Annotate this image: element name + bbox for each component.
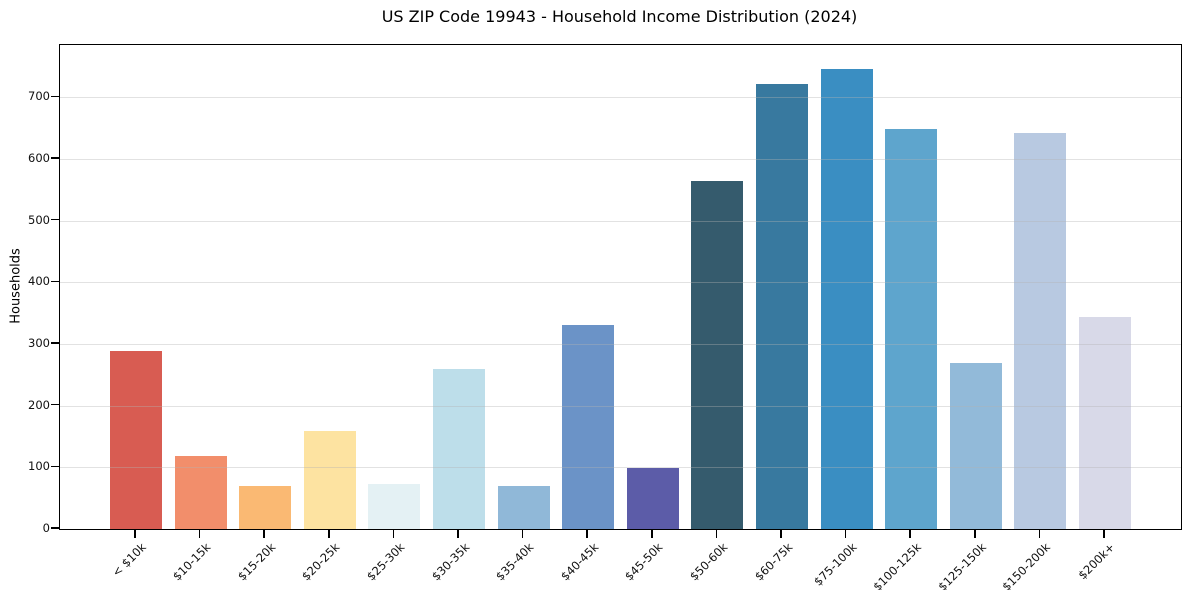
- y-tick-200: [51, 403, 59, 406]
- gridline-100: [60, 467, 1181, 469]
- bar-$40-45k: [562, 324, 615, 529]
- x-tick-$200k+: [1103, 529, 1105, 538]
- x-tick-label-$200k+: $200k+: [1075, 540, 1118, 583]
- x-tick-label-$10-15k: $10-15k: [170, 540, 214, 584]
- x-tick-$50-60k: [715, 529, 718, 538]
- x-tick-label-< $10k: < $10k: [109, 540, 149, 580]
- x-tick-$30-35k: [457, 529, 459, 538]
- x-tick-$45-50k: [651, 529, 653, 538]
- x-tick-label-$125-150k: $125-150k: [934, 540, 989, 590]
- gridline-600: [60, 159, 1181, 161]
- bar-$60-75k: [756, 84, 808, 529]
- x-tick-label-$150-200k: $150-200k: [999, 540, 1054, 590]
- y-tick-label-500: 500: [28, 212, 50, 227]
- y-tick-500: [51, 218, 59, 221]
- y-tick-400: [51, 280, 59, 283]
- x-tick-label-$25-30k: $25-30k: [363, 540, 408, 584]
- x-tick-label-$40-45k: $40-45k: [557, 540, 602, 584]
- y-tick-300: [51, 342, 59, 344]
- y-tick-100: [51, 465, 59, 468]
- bar-$30-35k: [433, 369, 485, 529]
- x-tick-$60-75k: [780, 529, 782, 538]
- bar-$200k+: [1079, 316, 1131, 529]
- x-tick-$150-200k: [1038, 529, 1041, 538]
- x-tick-$15-20k: [263, 529, 265, 538]
- bar-$25-30k: [368, 484, 421, 529]
- gridline-700: [60, 97, 1181, 99]
- x-tick-$75-100k: [844, 529, 847, 538]
- x-tick-$125-150k: [974, 529, 976, 538]
- bar-$125-150k: [949, 363, 1002, 529]
- y-tick-700: [51, 95, 59, 98]
- bar-$150-200k: [1014, 132, 1067, 529]
- bar-$10-15k: [174, 456, 227, 529]
- x-tick-label-$100-125k: $100-125k: [870, 540, 925, 590]
- y-tick-0: [51, 527, 59, 529]
- y-tick-label-100: 100: [28, 459, 50, 474]
- bar-$45-50k: [626, 467, 679, 529]
- plot-area: [59, 44, 1182, 530]
- x-tick-label-$20-25k: $20-25k: [299, 540, 343, 584]
- y-tick-label-0: 0: [42, 521, 50, 535]
- y-tick-label-700: 700: [28, 89, 50, 104]
- y-tick-600: [51, 157, 59, 159]
- x-tick-label-$50-60k: $50-60k: [686, 540, 731, 584]
- bar-< $10k: [110, 350, 162, 529]
- bar-$50-60k: [691, 180, 744, 529]
- x-tick-label-$60-75k: $60-75k: [751, 540, 795, 584]
- x-tick-label-$45-50k: $45-50k: [622, 540, 666, 584]
- bar-$75-100k: [820, 69, 873, 529]
- y-tick-label-600: 600: [28, 151, 50, 166]
- y-tick-label-300: 300: [28, 336, 50, 351]
- chart-title: US ZIP Code 19943 - Household Income Dis…: [381, 7, 858, 26]
- x-tick-$40-45k: [586, 529, 588, 538]
- bar-$35-40k: [497, 486, 550, 529]
- bar-$20-25k: [303, 430, 356, 529]
- bar-$100-125k: [885, 129, 938, 529]
- x-tick-$25-30k: [392, 529, 395, 538]
- x-tick-label-$75-100k: $75-100k: [810, 540, 860, 589]
- x-tick-label-$30-35k: $30-35k: [428, 540, 472, 584]
- x-tick-< $10k: [134, 529, 136, 538]
- gridline-500: [60, 220, 1181, 222]
- y-tick-label-200: 200: [28, 397, 50, 412]
- y-tick-label-400: 400: [28, 274, 50, 289]
- x-tick-$35-40k: [521, 529, 524, 538]
- x-tick-label-$15-20k: $15-20k: [234, 540, 279, 584]
- x-tick-$100-125k: [909, 529, 911, 538]
- bar-$15-20k: [239, 485, 292, 529]
- x-tick-label-$35-40k: $35-40k: [493, 540, 537, 584]
- gridline-400: [60, 282, 1181, 284]
- x-tick-$20-25k: [328, 529, 330, 538]
- gridline-200: [60, 405, 1181, 407]
- x-tick-$10-15k: [198, 529, 201, 538]
- gridline-300: [60, 344, 1181, 346]
